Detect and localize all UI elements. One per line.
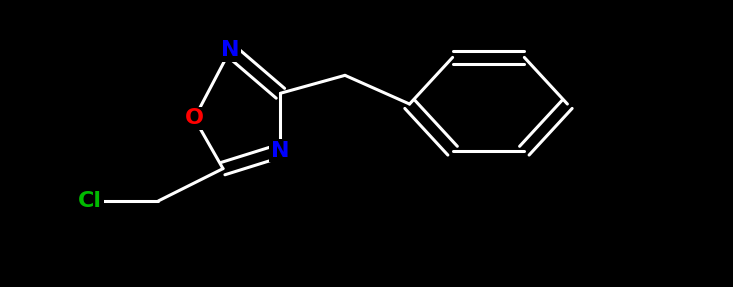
Text: N: N <box>221 40 240 60</box>
Text: O: O <box>185 108 204 128</box>
Text: Cl: Cl <box>78 191 103 211</box>
Text: N: N <box>271 141 290 161</box>
